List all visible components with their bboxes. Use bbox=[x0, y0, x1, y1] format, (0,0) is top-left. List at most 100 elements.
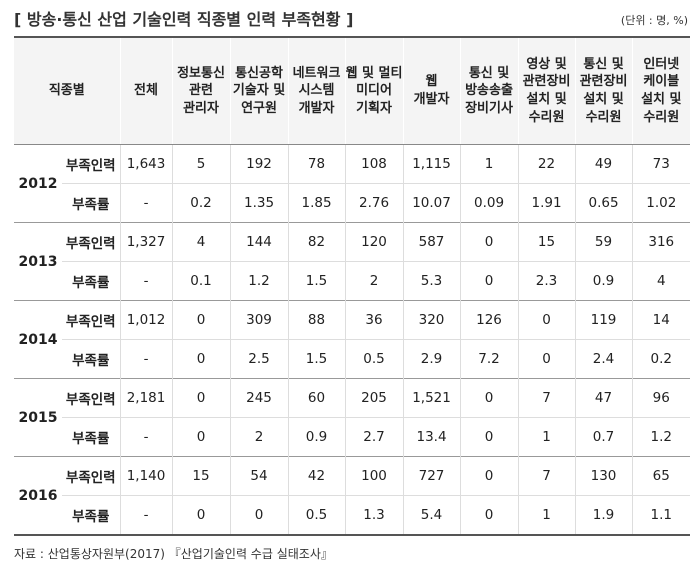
value-cell: 192 bbox=[229, 144, 289, 184]
row-label: 부족률 bbox=[62, 495, 121, 536]
value-cell: 47 bbox=[574, 378, 633, 418]
value-cell: 78 bbox=[287, 144, 346, 184]
value-cell: 130 bbox=[574, 456, 633, 496]
value-cell: 1,521 bbox=[402, 378, 461, 418]
value-cell: 0.5 bbox=[287, 495, 346, 536]
value-cell: 144 bbox=[229, 222, 289, 262]
value-cell: 1.5 bbox=[287, 261, 346, 301]
table-row: 2012 부족인력 1,643 5 192 78 108 1,115 1 22 49 73 bbox=[14, 144, 691, 223]
table-row: 부족률 -0 2 0.9 2.7 13.4 0 1 0.7 1.2 bbox=[14, 417, 691, 457]
value-cell: 0 bbox=[171, 339, 231, 379]
column-header: 네트워크 시스템 개발자 bbox=[287, 36, 346, 145]
value-cell: 1.3 bbox=[344, 495, 404, 536]
value-cell: - bbox=[119, 261, 173, 301]
column-header: 통신 및 방송송출 장비기사 bbox=[459, 36, 519, 145]
column-header: 전체 bbox=[119, 36, 173, 145]
column-header: 영상 및 관련장비 설치 및 수리원 bbox=[517, 36, 576, 145]
value-cell: 0 bbox=[459, 417, 519, 457]
year-cell: 2012 bbox=[14, 144, 62, 223]
value-cell: 727 bbox=[402, 456, 461, 496]
value-cell: 2,181 bbox=[119, 378, 173, 418]
value-cell: - bbox=[119, 417, 173, 457]
unit-note: (단위 : 명, %) bbox=[620, 14, 688, 27]
row-label: 부족률 bbox=[62, 183, 121, 223]
value-cell: 587 bbox=[402, 222, 461, 262]
value-cell: 1 bbox=[517, 417, 576, 457]
value-cell: 5.3 bbox=[402, 261, 461, 301]
value-cell: 0.09 bbox=[459, 183, 519, 223]
value-cell: 1.2 bbox=[631, 417, 691, 457]
value-cell: 96 bbox=[631, 378, 691, 418]
value-cell: 1.35 bbox=[229, 183, 289, 223]
value-cell: 5.4 bbox=[402, 495, 461, 536]
row-label: 부족률 bbox=[62, 261, 121, 301]
value-cell: 0 bbox=[517, 300, 576, 340]
value-cell: 1.5 bbox=[287, 339, 346, 379]
value-cell: 1.02 bbox=[631, 183, 691, 223]
value-cell: 7 bbox=[517, 456, 576, 496]
column-header: 직종별 bbox=[14, 36, 121, 145]
value-cell: 0 bbox=[517, 339, 576, 379]
value-cell: 4 bbox=[631, 261, 691, 301]
value-cell: 1.85 bbox=[287, 183, 346, 223]
column-header: 통신공학 기술자 및 연구원 bbox=[229, 36, 289, 145]
value-cell: 205 bbox=[344, 378, 404, 418]
value-cell: 1.9 bbox=[574, 495, 633, 536]
value-cell: 1 bbox=[459, 144, 519, 184]
row-label: 부족인력 bbox=[62, 222, 121, 262]
shortage-table: 직종별 전체 정보통신 관련 관리자 통신공학 기술자 및 연구원 네트워크 시스템 개… bbox=[14, 36, 691, 536]
value-cell: 119 bbox=[574, 300, 633, 340]
value-cell: 2.5 bbox=[229, 339, 289, 379]
value-cell: 1.2 bbox=[229, 261, 289, 301]
value-cell: 0 bbox=[459, 495, 519, 536]
value-cell: 60 bbox=[287, 378, 346, 418]
column-header: 인터넷 케이블 설치 및 수리원 bbox=[631, 36, 691, 145]
value-cell: 245 bbox=[229, 378, 289, 418]
value-cell: 0 bbox=[229, 495, 289, 536]
value-cell: 126 bbox=[459, 300, 519, 340]
value-cell: 309 bbox=[229, 300, 289, 340]
table-header: 직종별 전체 정보통신 관련 관리자 통신공학 기술자 및 연구원 네트워크 시스템 개… bbox=[14, 36, 691, 145]
header-row: 직종별 전체 정보통신 관련 관리자 통신공학 기술자 및 연구원 네트워크 시스템 개… bbox=[14, 36, 691, 145]
table-row: 부족률 -0 2.5 1.5 0.5 2.9 7.2 0 2.4 0.2 bbox=[14, 339, 691, 379]
value-cell: 1,643 bbox=[119, 144, 173, 184]
year-cell: 2016 bbox=[14, 456, 62, 536]
table-row: 부족률 -0.2 1.35 1.85 2.76 10.07 0.09 1.91 0.65 1.02 bbox=[14, 183, 691, 223]
value-cell: 0 bbox=[171, 300, 231, 340]
value-cell: 73 bbox=[631, 144, 691, 184]
value-cell: 15 bbox=[171, 456, 231, 496]
row-label: 부족인력 bbox=[62, 144, 121, 184]
column-header: 통신 및 관련장비 설치 및 수리원 bbox=[574, 36, 633, 145]
value-cell: 0.65 bbox=[574, 183, 633, 223]
column-header: 웹 및 멀티 미디어 기획자 bbox=[344, 36, 404, 145]
value-cell: 1,115 bbox=[402, 144, 461, 184]
value-cell: - bbox=[119, 495, 173, 536]
value-cell: 1,327 bbox=[119, 222, 173, 262]
value-cell: 2.76 bbox=[344, 183, 404, 223]
value-cell: 100 bbox=[344, 456, 404, 496]
table-body: 2012 부족인력 1,643 5 192 78 108 1,115 1 22 49 73 부족률 -0.… bbox=[14, 144, 691, 536]
year-cell: 2015 bbox=[14, 378, 62, 457]
value-cell: - bbox=[119, 183, 173, 223]
column-header: 정보통신 관련 관리자 bbox=[171, 36, 231, 145]
column-header: 웹 개발자 bbox=[402, 36, 461, 145]
row-label: 부족률 bbox=[62, 339, 121, 379]
value-cell: 120 bbox=[344, 222, 404, 262]
value-cell: 59 bbox=[574, 222, 633, 262]
value-cell: 0.9 bbox=[574, 261, 633, 301]
row-label: 부족률 bbox=[62, 417, 121, 457]
table-row: 2016 부족인력 1,140 15 54 42 100 727 0 7 130 65 bbox=[14, 456, 691, 536]
value-cell: 0.7 bbox=[574, 417, 633, 457]
value-cell: 1,140 bbox=[119, 456, 173, 496]
value-cell: 2.4 bbox=[574, 339, 633, 379]
value-cell: 1.1 bbox=[631, 495, 691, 536]
value-cell: 2 bbox=[344, 261, 404, 301]
value-cell: 0 bbox=[459, 261, 519, 301]
value-cell: 2.7 bbox=[344, 417, 404, 457]
value-cell: 2 bbox=[229, 417, 289, 457]
value-cell: 14 bbox=[631, 300, 691, 340]
table-row: 2013 부족인력 1,327 4 144 82 120 587 0 15 59 316 bbox=[14, 222, 691, 301]
value-cell: 108 bbox=[344, 144, 404, 184]
value-cell: 1.91 bbox=[517, 183, 576, 223]
